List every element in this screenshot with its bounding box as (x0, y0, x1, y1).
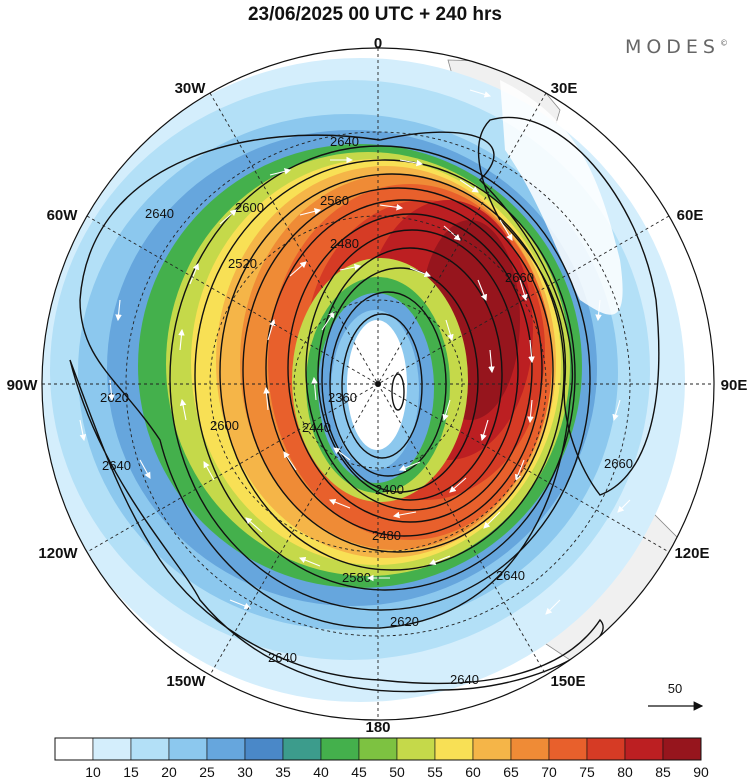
longitude-labels: 0 30E 60E 90E 120E 150E 180 150W 120W 90… (7, 35, 748, 736)
colorbar-swatch (434, 737, 474, 761)
contour-label: 2640 (268, 650, 297, 665)
contour-label: 2480 (330, 236, 359, 251)
map-boundary (41, 47, 715, 721)
lon-label-60e: 60E (677, 207, 704, 224)
colorbar-swatch (472, 737, 512, 761)
colorbar-tick-label: 25 (199, 764, 215, 780)
colorbar-swatch (510, 737, 550, 761)
colorbar-tick-label: 40 (313, 764, 329, 780)
contour-label: 2660 (505, 270, 534, 285)
colorbar-tick-label: 30 (237, 764, 253, 780)
contour-label: 2640 (450, 672, 479, 687)
wind-vectors (79, 89, 631, 615)
lon-label-90w: 90W (7, 377, 39, 394)
colorbar-tick-label: 85 (655, 764, 671, 780)
lon-label-90e: 90E (721, 377, 748, 394)
contour-label: 2640 (102, 458, 131, 473)
reference-vector-label: 50 (668, 681, 682, 696)
colorbar-tick-label: 70 (541, 764, 557, 780)
colorbar-swatch (168, 737, 208, 761)
colorbar-swatch (624, 737, 664, 761)
colorbar-tick-label: 55 (427, 764, 443, 780)
colorbar-swatch (130, 737, 170, 761)
brand-text: MODES (624, 36, 720, 58)
colorbar-tick-label: 15 (123, 764, 139, 780)
colorbar-swatch (586, 737, 626, 761)
colorbar-swatch (548, 737, 588, 761)
contour-label: 2360 (328, 390, 357, 405)
contour-label: 2520 (228, 256, 257, 271)
contour-label: 2660 (604, 456, 633, 471)
pole-marker (375, 381, 381, 387)
colorbar-tick-label: 10 (85, 764, 101, 780)
reference-vector: 50 (648, 681, 704, 711)
colorbar-swatch (244, 737, 284, 761)
lon-label-30e: 30E (551, 80, 578, 97)
colorbar-swatch (282, 737, 322, 761)
colorbar-swatch (358, 737, 398, 761)
brand-mark: © (720, 38, 728, 48)
lon-label-120e: 120E (674, 545, 709, 562)
contour-labels: 2640 2600 2560 2520 2480 2440 2400 2360 … (100, 134, 633, 687)
colorbar-tick-label: 50 (389, 764, 405, 780)
contour-label: 2640 (496, 568, 525, 583)
lon-label-0: 0 (374, 35, 382, 52)
lon-label-150w: 150W (166, 673, 206, 690)
colorbar-swatch (662, 737, 702, 761)
colorbar-swatch (320, 737, 360, 761)
colorbar-tick-label: 35 (275, 764, 291, 780)
colorbar-tick-label: 75 (579, 764, 595, 780)
contour-label: 2620 (390, 614, 419, 629)
colorbar: 10 15 20 25 30 35 40 45 50 55 60 65 70 75 80 85 90 (54, 737, 709, 780)
colorbar-swatch (206, 737, 246, 761)
lon-label-180: 180 (365, 719, 390, 736)
lon-label-120w: 120W (38, 545, 78, 562)
wind-speed-fill (42, 58, 685, 702)
contour-label: 2600 (235, 200, 264, 215)
colorbar-swatch (92, 737, 132, 761)
colorbar-tick-label: 90 (693, 764, 709, 780)
brand-logo: MODES© (625, 36, 728, 58)
lon-label-60w: 60W (47, 207, 79, 224)
colorbar-tick-label: 65 (503, 764, 519, 780)
contour-label: 2560 (320, 193, 349, 208)
contour-label: 2600 (210, 418, 239, 433)
contour-label: 2620 (100, 390, 129, 405)
contour-label: 2640 (330, 134, 359, 149)
colorbar-swatches (54, 737, 702, 761)
colorbar-tick-label: 60 (465, 764, 481, 780)
contour-label: 2580 (342, 570, 371, 585)
contour-label: 2400 (375, 482, 404, 497)
lon-label-150e: 150E (550, 673, 585, 690)
colorbar-tick-label: 20 (161, 764, 177, 780)
page-title: 23/06/2025 00 UTC + 240 hrs (247, 4, 503, 25)
colorbar-swatch (396, 737, 436, 761)
contour-label: 2640 (145, 206, 174, 221)
colorbar-swatch (54, 737, 94, 761)
colorbar-tick-label: 80 (617, 764, 633, 780)
colorbar-tick-label: 45 (351, 764, 367, 780)
colorbar-ticks: 10 15 20 25 30 35 40 45 50 55 60 65 70 75 80 85 90 (85, 764, 709, 780)
contour-label: 2480 (372, 528, 401, 543)
lon-label-30w: 30W (175, 80, 207, 97)
